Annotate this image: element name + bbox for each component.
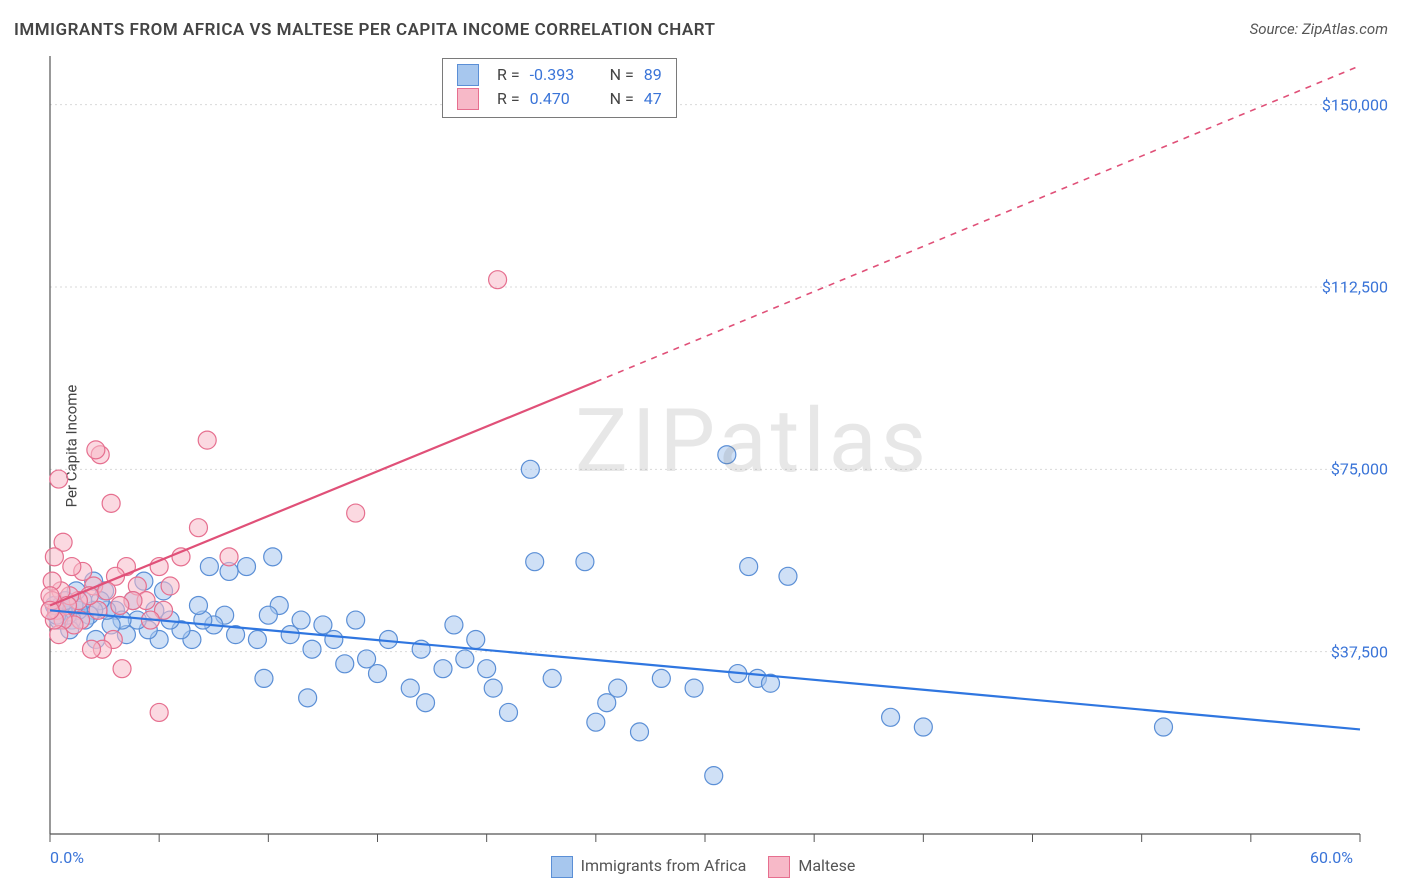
data-point — [172, 548, 190, 566]
data-point — [189, 596, 207, 614]
data-point — [299, 689, 317, 707]
data-point — [150, 703, 168, 721]
data-point — [255, 669, 273, 687]
data-point — [445, 616, 463, 634]
data-point — [50, 470, 68, 488]
x-tick-label: 60.0% — [1310, 848, 1353, 867]
data-point — [264, 548, 282, 566]
x-tick-label: 0.0% — [50, 848, 84, 867]
data-point — [102, 494, 120, 512]
y-tick-label: $75,000 — [1331, 460, 1388, 479]
data-point — [336, 655, 354, 673]
data-point — [87, 441, 105, 459]
data-point — [161, 577, 179, 595]
y-tick-label: $150,000 — [1322, 95, 1388, 114]
trend-line — [50, 382, 596, 606]
data-point — [200, 558, 218, 576]
data-point — [779, 567, 797, 585]
y-tick-label: $112,500 — [1322, 277, 1388, 296]
data-point — [652, 669, 670, 687]
data-point — [259, 606, 277, 624]
series-swatch — [457, 64, 479, 86]
data-point — [347, 504, 365, 522]
data-point — [740, 558, 758, 576]
data-point — [467, 631, 485, 649]
series-swatch — [768, 856, 790, 878]
data-point — [456, 650, 474, 668]
data-point — [248, 631, 266, 649]
data-point — [189, 519, 207, 537]
data-point — [914, 718, 932, 736]
data-point — [113, 660, 131, 678]
data-point — [434, 660, 452, 678]
trend-line — [50, 610, 1360, 729]
data-point — [882, 708, 900, 726]
data-point — [82, 640, 100, 658]
data-point — [500, 703, 518, 721]
legend-item: Maltese — [768, 856, 855, 878]
data-point — [526, 553, 544, 571]
data-point — [220, 548, 238, 566]
data-point — [489, 271, 507, 289]
data-point — [609, 679, 627, 697]
y-tick-label: $37,500 — [1331, 642, 1388, 661]
correlation-stats-box: R =-0.393N =89R = 0.470N =47 — [442, 58, 677, 118]
data-point — [314, 616, 332, 634]
data-point — [238, 558, 256, 576]
series-legend: Immigrants from Africa Maltese — [0, 856, 1406, 878]
data-point — [45, 548, 63, 566]
legend-item: Immigrants from Africa — [551, 856, 747, 878]
data-point — [198, 431, 216, 449]
data-point — [303, 640, 321, 658]
data-point — [685, 679, 703, 697]
data-point — [705, 767, 723, 785]
stats-row: R =-0.393N =89 — [457, 63, 662, 87]
data-point — [358, 650, 376, 668]
data-point — [576, 553, 594, 571]
data-point — [543, 669, 561, 687]
data-point — [484, 679, 502, 697]
stats-row: R = 0.470N =47 — [457, 87, 662, 111]
data-point — [347, 611, 365, 629]
data-point — [281, 626, 299, 644]
series-swatch — [551, 856, 573, 878]
data-point — [63, 558, 81, 576]
data-point — [1155, 718, 1173, 736]
data-point — [631, 723, 649, 741]
data-point — [401, 679, 419, 697]
data-point — [417, 694, 435, 712]
scatter-plot-svg — [0, 0, 1406, 892]
series-swatch — [457, 88, 479, 110]
data-point — [718, 446, 736, 464]
data-point — [521, 460, 539, 478]
chart-container: IMMIGRANTS FROM AFRICA VS MALTESE PER CA… — [0, 0, 1406, 892]
data-point — [111, 596, 129, 614]
trend-line-extrapolated — [596, 66, 1360, 382]
data-point — [587, 713, 605, 731]
data-point — [478, 660, 496, 678]
